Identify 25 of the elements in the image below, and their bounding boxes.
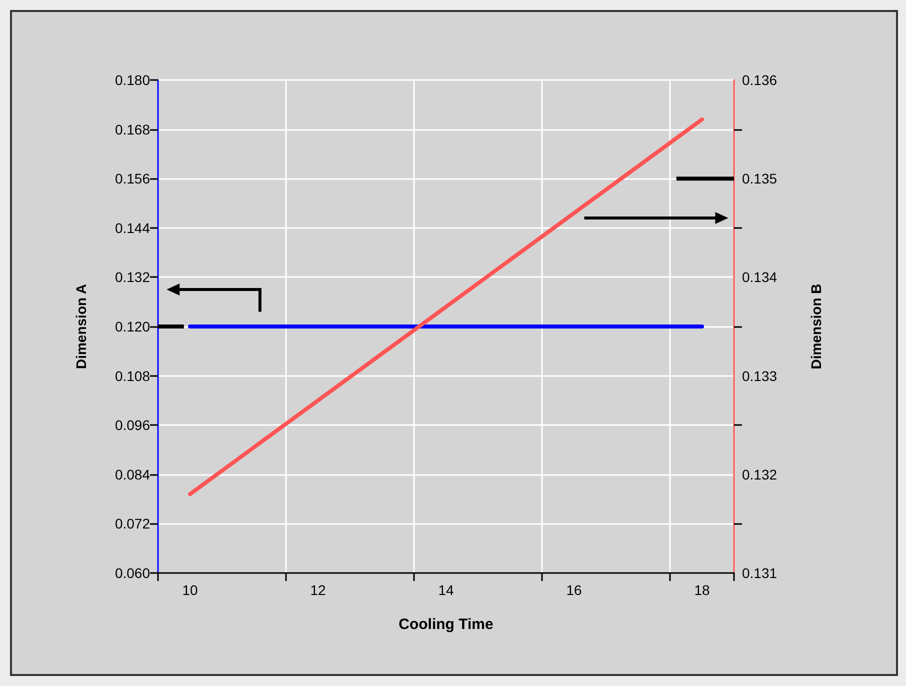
y2-tick-label: 0.135 (742, 170, 778, 187)
y-tick-label: 0.096 (114, 417, 150, 434)
y-tick-label: 0.072 (114, 516, 150, 532)
y-tick-label: 0.132 (114, 269, 150, 286)
y-tick-label: 0.108 (114, 368, 150, 384)
x-tick-label: 18 (694, 582, 710, 598)
y-tick-label: 0.060 (114, 565, 150, 581)
y-tick-label: 0.084 (114, 466, 150, 482)
y-tick-label: 0.180 (114, 72, 150, 88)
x-axis-title: Cooling Time (398, 616, 494, 633)
y2-tick-label: 0.134 (742, 269, 778, 286)
y2-tick-label: 0.136 (742, 72, 778, 88)
y2-tick-label: 0.132 (742, 466, 778, 482)
y2-tick-label: 0.133 (742, 368, 778, 384)
x-tick-label: 16 (566, 582, 582, 598)
x-tick-label: 14 (438, 582, 454, 598)
y-tick-label: 0.156 (114, 170, 150, 187)
y-tick-label: 0.144 (114, 220, 150, 236)
y2-tick-label: 0.131 (742, 565, 778, 581)
y2-axis-title: Dimension B (808, 284, 824, 370)
y-tick-label: 0.168 (114, 121, 150, 138)
y-axis-title: Dimension A (73, 284, 89, 370)
x-tick-label: 10 (182, 582, 198, 598)
y-tick-label: 0.120 (114, 318, 150, 334)
x-tick-label: 12 (310, 582, 326, 598)
